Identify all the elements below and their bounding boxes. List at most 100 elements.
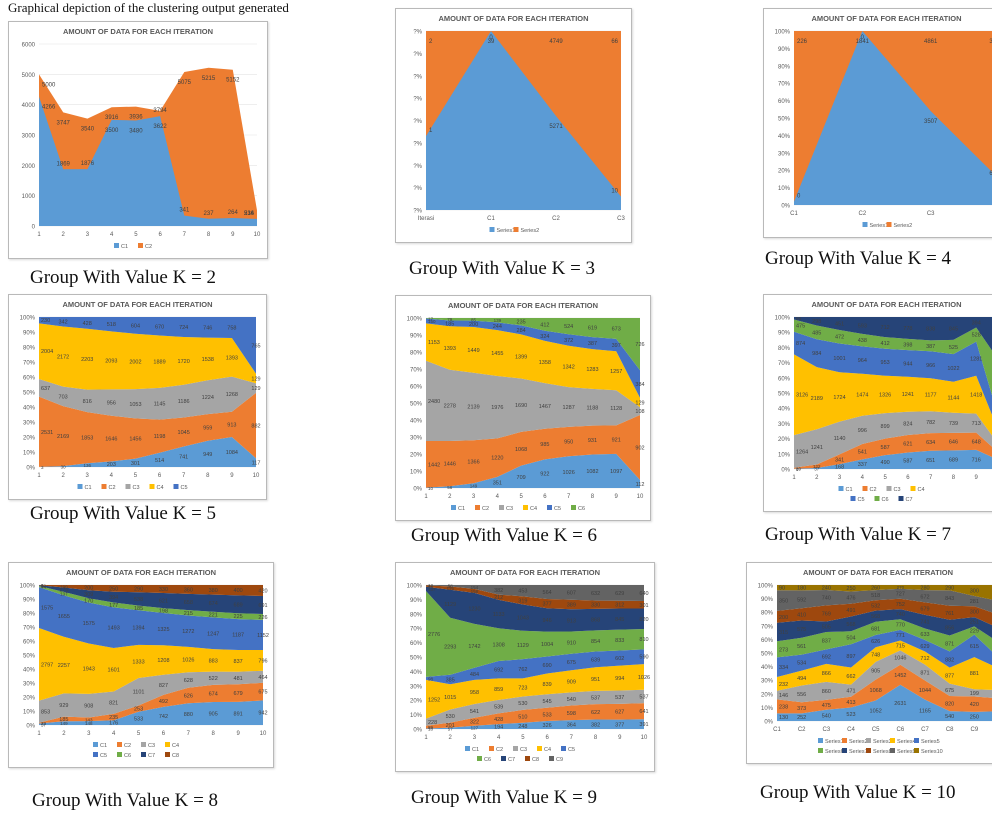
y-tick-label-k5-10: 100% bbox=[20, 316, 36, 322]
legend-label-k6-4: C5 bbox=[554, 506, 561, 512]
legend-swatch-k4-1 bbox=[886, 222, 892, 227]
area-series-k9-4 bbox=[426, 649, 644, 685]
legend-swatch-k9-6 bbox=[501, 756, 506, 761]
y-tick-label-k7-8: 80% bbox=[778, 346, 791, 352]
data-label-k5-2-0: 637 bbox=[41, 386, 50, 392]
data-label-k8-3-4: 1333 bbox=[132, 659, 144, 665]
legend-swatch-k8-1 bbox=[117, 742, 122, 747]
y-tick-label-k10-3: 30% bbox=[761, 679, 774, 685]
data-label-k4-0-2: 3507 bbox=[924, 119, 938, 125]
y-tick-label-k5-2: 20% bbox=[23, 436, 36, 442]
data-label-k10-8-4: 518 bbox=[871, 593, 880, 599]
data-label-k8-6-6: 658 bbox=[184, 600, 193, 606]
x-tick-label-k5-6: 7 bbox=[182, 473, 186, 479]
data-label-k7-3-7: 1144 bbox=[948, 395, 960, 401]
data-label-k7-3-1: 2189 bbox=[811, 396, 823, 402]
data-label-k6-5-3: 139 bbox=[494, 318, 502, 323]
x-tick-label-k9-3: 4 bbox=[497, 735, 501, 741]
data-label-k3-1-2: 4749 bbox=[549, 39, 563, 45]
data-label-k2-0-3: 3500 bbox=[105, 128, 119, 134]
data-label-k5-2-4: 1053 bbox=[129, 402, 141, 408]
data-label-k8-2-6: 628 bbox=[184, 678, 193, 684]
x-tick-label-k8-6: 7 bbox=[187, 731, 191, 737]
data-label-k10-7-6: 679 bbox=[920, 607, 929, 613]
data-label-k10-1-5: 1452 bbox=[894, 673, 906, 679]
data-label-k6-1-9: 902 bbox=[635, 445, 644, 451]
legend-label-k10-2: Series3 bbox=[873, 739, 892, 745]
data-label-k7-1-5: 621 bbox=[903, 442, 912, 448]
data-label-k10-6-2: 505 bbox=[822, 625, 831, 631]
x-tick-label-k2-2: 3 bbox=[86, 232, 90, 238]
legend-label-k3-1: Series2 bbox=[521, 228, 540, 234]
data-label-k8-4-2: 1575 bbox=[83, 621, 95, 627]
data-label-k5-0-9: 117 bbox=[252, 461, 261, 467]
area-series-k10-5 bbox=[777, 619, 992, 658]
y-tick-label-k5-7: 70% bbox=[23, 361, 36, 367]
data-label-k9-4-2: 484 bbox=[470, 672, 479, 678]
data-label-k5-1-6: 1045 bbox=[178, 430, 190, 436]
data-label-k10-5-3: 504 bbox=[846, 636, 855, 642]
data-label-k10-0-5: 2631 bbox=[894, 701, 906, 707]
legend-swatch-k6-5 bbox=[571, 505, 576, 510]
data-label-k8-0-8: 891 bbox=[234, 711, 243, 717]
chart-k8: AMOUNT OF DATA FOR EACH ITERATION 0% 10% 20… bbox=[20, 568, 269, 759]
data-label-k8-5-9: 226 bbox=[258, 615, 267, 621]
y-tick-label-k7-6: 60% bbox=[778, 376, 791, 382]
data-label-k6-5-1: 79 bbox=[447, 317, 453, 322]
legend-swatch-k6-2 bbox=[499, 505, 504, 510]
data-label-k6-4-8: 397 bbox=[612, 343, 621, 349]
data-label-k8-0-6: 880 bbox=[184, 712, 193, 718]
data-label-k6-1-6: 950 bbox=[564, 440, 573, 446]
data-label-k6-4-6: 372 bbox=[564, 338, 573, 344]
data-label-k10-2-8: 199 bbox=[970, 691, 979, 697]
x-tick-label-k5-9: 10 bbox=[253, 473, 260, 479]
data-label-k8-2-5: 827 bbox=[159, 683, 168, 689]
data-label-k9-4-0: 98 bbox=[428, 676, 434, 681]
legend-label-k2-0: C1 bbox=[121, 244, 128, 250]
x-tick-label-k7-2: 3 bbox=[838, 475, 842, 481]
data-label-k8-2-3: 821 bbox=[109, 701, 118, 707]
area-series-k6-4 bbox=[426, 318, 640, 398]
y-tick-label-k2-1: 1000 bbox=[22, 194, 36, 200]
area-series-k6-0 bbox=[426, 453, 640, 488]
area-series-k7-6 bbox=[794, 317, 992, 351]
data-label-k5-1-3: 1646 bbox=[105, 437, 117, 443]
data-label-k8-5-2: 170 bbox=[84, 598, 93, 604]
data-label-k10-9-6: 280 bbox=[920, 586, 929, 592]
data-label-k10-9-0: 90 bbox=[779, 586, 785, 592]
legend-swatch-k9-1 bbox=[489, 746, 494, 751]
data-label-k5-4-9: 765 bbox=[251, 343, 260, 349]
legend-label-k8-5: C6 bbox=[124, 753, 131, 759]
area-series-k8-3 bbox=[39, 628, 263, 701]
data-label-k10-7-8: 300 bbox=[970, 610, 979, 616]
legend-label-k8-2: C3 bbox=[148, 743, 155, 749]
y-tick-label-k9-10: 100% bbox=[407, 584, 423, 590]
legend-label-k7-5: C6 bbox=[882, 497, 889, 503]
y-tick-label-k9-1: 10% bbox=[410, 713, 423, 719]
legend-label-k5-4: C5 bbox=[181, 485, 188, 491]
area-series-k9-6 bbox=[426, 586, 644, 632]
x-tick-label-k7-5: 6 bbox=[906, 475, 910, 481]
data-label-k9-5-6: 910 bbox=[567, 641, 576, 647]
data-label-k6-4-3: 244 bbox=[493, 324, 502, 330]
y-tick-label-k4-0: 0% bbox=[781, 204, 790, 210]
y-tick-label-k7-7: 70% bbox=[778, 361, 791, 367]
data-label-k5-3-1: 2172 bbox=[57, 355, 69, 361]
data-label-k8-2-2: 908 bbox=[84, 704, 93, 710]
y-tick-label-k6-2: 20% bbox=[410, 453, 423, 459]
x-tick-label-k2-3: 4 bbox=[110, 232, 114, 238]
y-tick-label-k3-4: ?% bbox=[413, 119, 422, 125]
data-label-k8-6-3: 394 bbox=[109, 595, 118, 601]
x-tick-label-k8-4: 5 bbox=[137, 731, 141, 737]
data-label-k8-1-2: 143 bbox=[85, 717, 93, 722]
data-label-k3-0-3: 10 bbox=[611, 189, 618, 195]
data-label-k9-3-5: 839 bbox=[543, 682, 552, 688]
legend-label-k7-6: C7 bbox=[906, 497, 913, 503]
data-label-k9-1-2: 322 bbox=[470, 720, 479, 726]
data-label-k10-1-7: 820 bbox=[945, 702, 954, 708]
data-label-k10-2-6: 871 bbox=[920, 671, 929, 677]
data-label-k5-1-1: 2169 bbox=[57, 434, 69, 440]
data-label-k7-6-7: 845 bbox=[949, 326, 958, 332]
data-label-k6-3-2: 1449 bbox=[467, 348, 479, 354]
data-label-k6-1-1: 1446 bbox=[444, 462, 456, 468]
